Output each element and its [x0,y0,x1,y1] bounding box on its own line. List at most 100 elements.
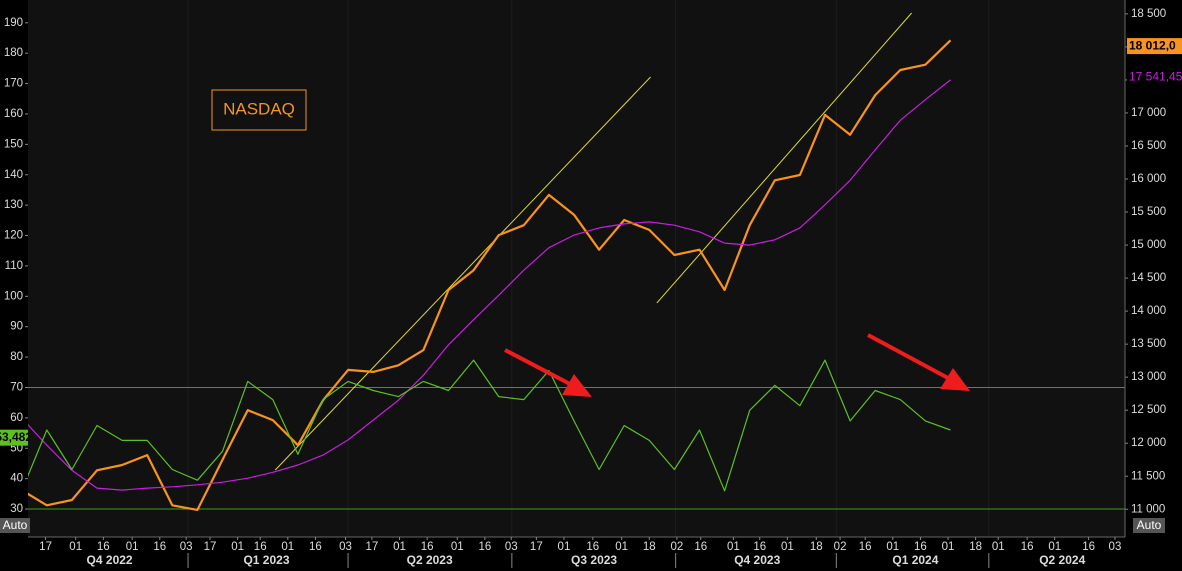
annotation-arrow [867,333,970,391]
y-tick-label: 190 [4,17,23,29]
trend-line [656,12,913,304]
y-tick-label: 30 [10,503,23,515]
x-tick-label: 02 [834,541,847,553]
y-tick-label: 130 [4,199,23,211]
last-value-group: 53,482 [0,429,32,446]
x-tick-label: 16 [914,541,927,553]
x-tick-label: 17 [39,541,52,553]
x-tick-label: 16 [1082,541,1095,553]
quarter-label: Q4 2023 [734,553,780,567]
y2-tick-label: 12 000 [1131,437,1166,449]
x-tick-label: 01 [1048,541,1061,553]
x-tick-label: 01 [992,541,1005,553]
quarter-label: Q1 2023 [243,553,289,567]
series-line [28,359,951,492]
quarter-label: Q2 2024 [1039,553,1085,567]
y2-tick-label: 14 500 [1131,272,1166,284]
y2-tick-label: 13 500 [1131,338,1166,350]
y2-tick-label: 12 500 [1131,404,1166,416]
x-tick-label: 01 [126,541,139,553]
plot-area [28,0,1125,537]
y-tick-label: 60 [10,412,23,424]
quarter-label: Q3 2023 [571,553,617,567]
x-tick-label: 16 [694,541,707,553]
x-tick-label: 01 [451,541,464,553]
x-tick-label: 18 [810,541,823,553]
x-tick-label: 16 [753,541,766,553]
y-tick-label: 40 [10,473,23,485]
x-tick-label: 18 [969,541,982,553]
y2-tick-label: 17 000 [1131,107,1166,119]
x-tick-label: 16 [586,541,599,553]
x-tick-label: 17 [204,541,217,553]
x-tick-label: 16 [478,541,491,553]
plot-layer [28,12,1125,511]
title-box [211,89,307,131]
x-tick-label: 16 [859,541,872,553]
quarter-label: Q1 2024 [892,553,938,567]
x-tick-label: 17 [530,541,543,553]
y2-tick-label: 15 500 [1131,206,1166,218]
x-tick-label: 03 [180,541,193,553]
x-tick-label: 01 [558,541,571,553]
y2-tick-label: 14 000 [1131,305,1166,317]
x-tick-label: 16 [153,541,166,553]
annotation-arrow [504,348,592,397]
x-tick-label: 18 [643,541,656,553]
x-tick-label: 16 [421,541,434,553]
series-line [28,39,952,511]
x-tick-label: 16 [309,541,322,553]
x-tick-label: 16 [254,541,267,553]
auto-badge [0,518,30,533]
last-value-box [1127,69,1182,86]
x-tick-label: 01 [281,541,294,553]
last-value-label: 53,482 [0,430,32,444]
x-tick-label: 03 [1109,541,1122,553]
y-tick-label: 180 [4,47,23,59]
y-tick-label: 140 [4,169,23,181]
y2-tick-label: 11 500 [1131,470,1165,482]
trend-line [274,76,651,471]
quarter-label: Q4 2022 [87,553,133,567]
last-value-label: 17 541,45 [1129,69,1182,83]
x-tick-label: 01 [69,541,82,553]
y2-tick-label: 16 000 [1131,173,1166,185]
y-tick-label: 90 [10,321,23,333]
y-tick-label: 80 [10,351,23,363]
last-value-box [0,429,28,446]
quarter-label: Q2 2023 [407,553,453,567]
x-tick-label: 16 [1021,541,1034,553]
y2-tick-label: 16 500 [1131,140,1166,152]
x-tick-label: 01 [393,541,406,553]
x-tick-label: 02 [671,541,684,553]
last-value-label: 18 012,0 [1129,38,1176,52]
y2-tick-label: 11 000 [1131,503,1165,515]
x-tick-label: 17 [366,541,379,553]
grid [187,0,990,537]
y-tick-label: 150 [4,138,23,150]
y-tick-label: 70 [10,382,23,394]
series-line [28,79,951,491]
x-tick-label: 16 [97,541,110,553]
y2-tick-label: 15 000 [1131,239,1166,251]
x-tick-label: 01 [727,541,740,553]
x-tick-label: 01 [942,541,955,553]
y-tick-label: 160 [4,108,23,120]
y2-tick-label: 13 000 [1131,371,1166,383]
y-tick-label: 100 [4,290,23,302]
x-tick-label: 01 [615,541,628,553]
x-tick-label: 01 [231,541,244,553]
y-tick-label: 170 [4,78,23,90]
y-tick-label: 120 [4,230,23,242]
auto-badge [1133,518,1165,533]
x-tick-label: 03 [339,541,352,553]
auto-label: Auto [3,518,28,532]
y2-tick-label: 18 500 [1131,8,1166,20]
auto-label: Auto [1137,518,1162,532]
x-tick-label: 01 [781,541,794,553]
x-tick-label: 03 [505,541,518,553]
chart-title: NASDAQ [223,99,295,118]
